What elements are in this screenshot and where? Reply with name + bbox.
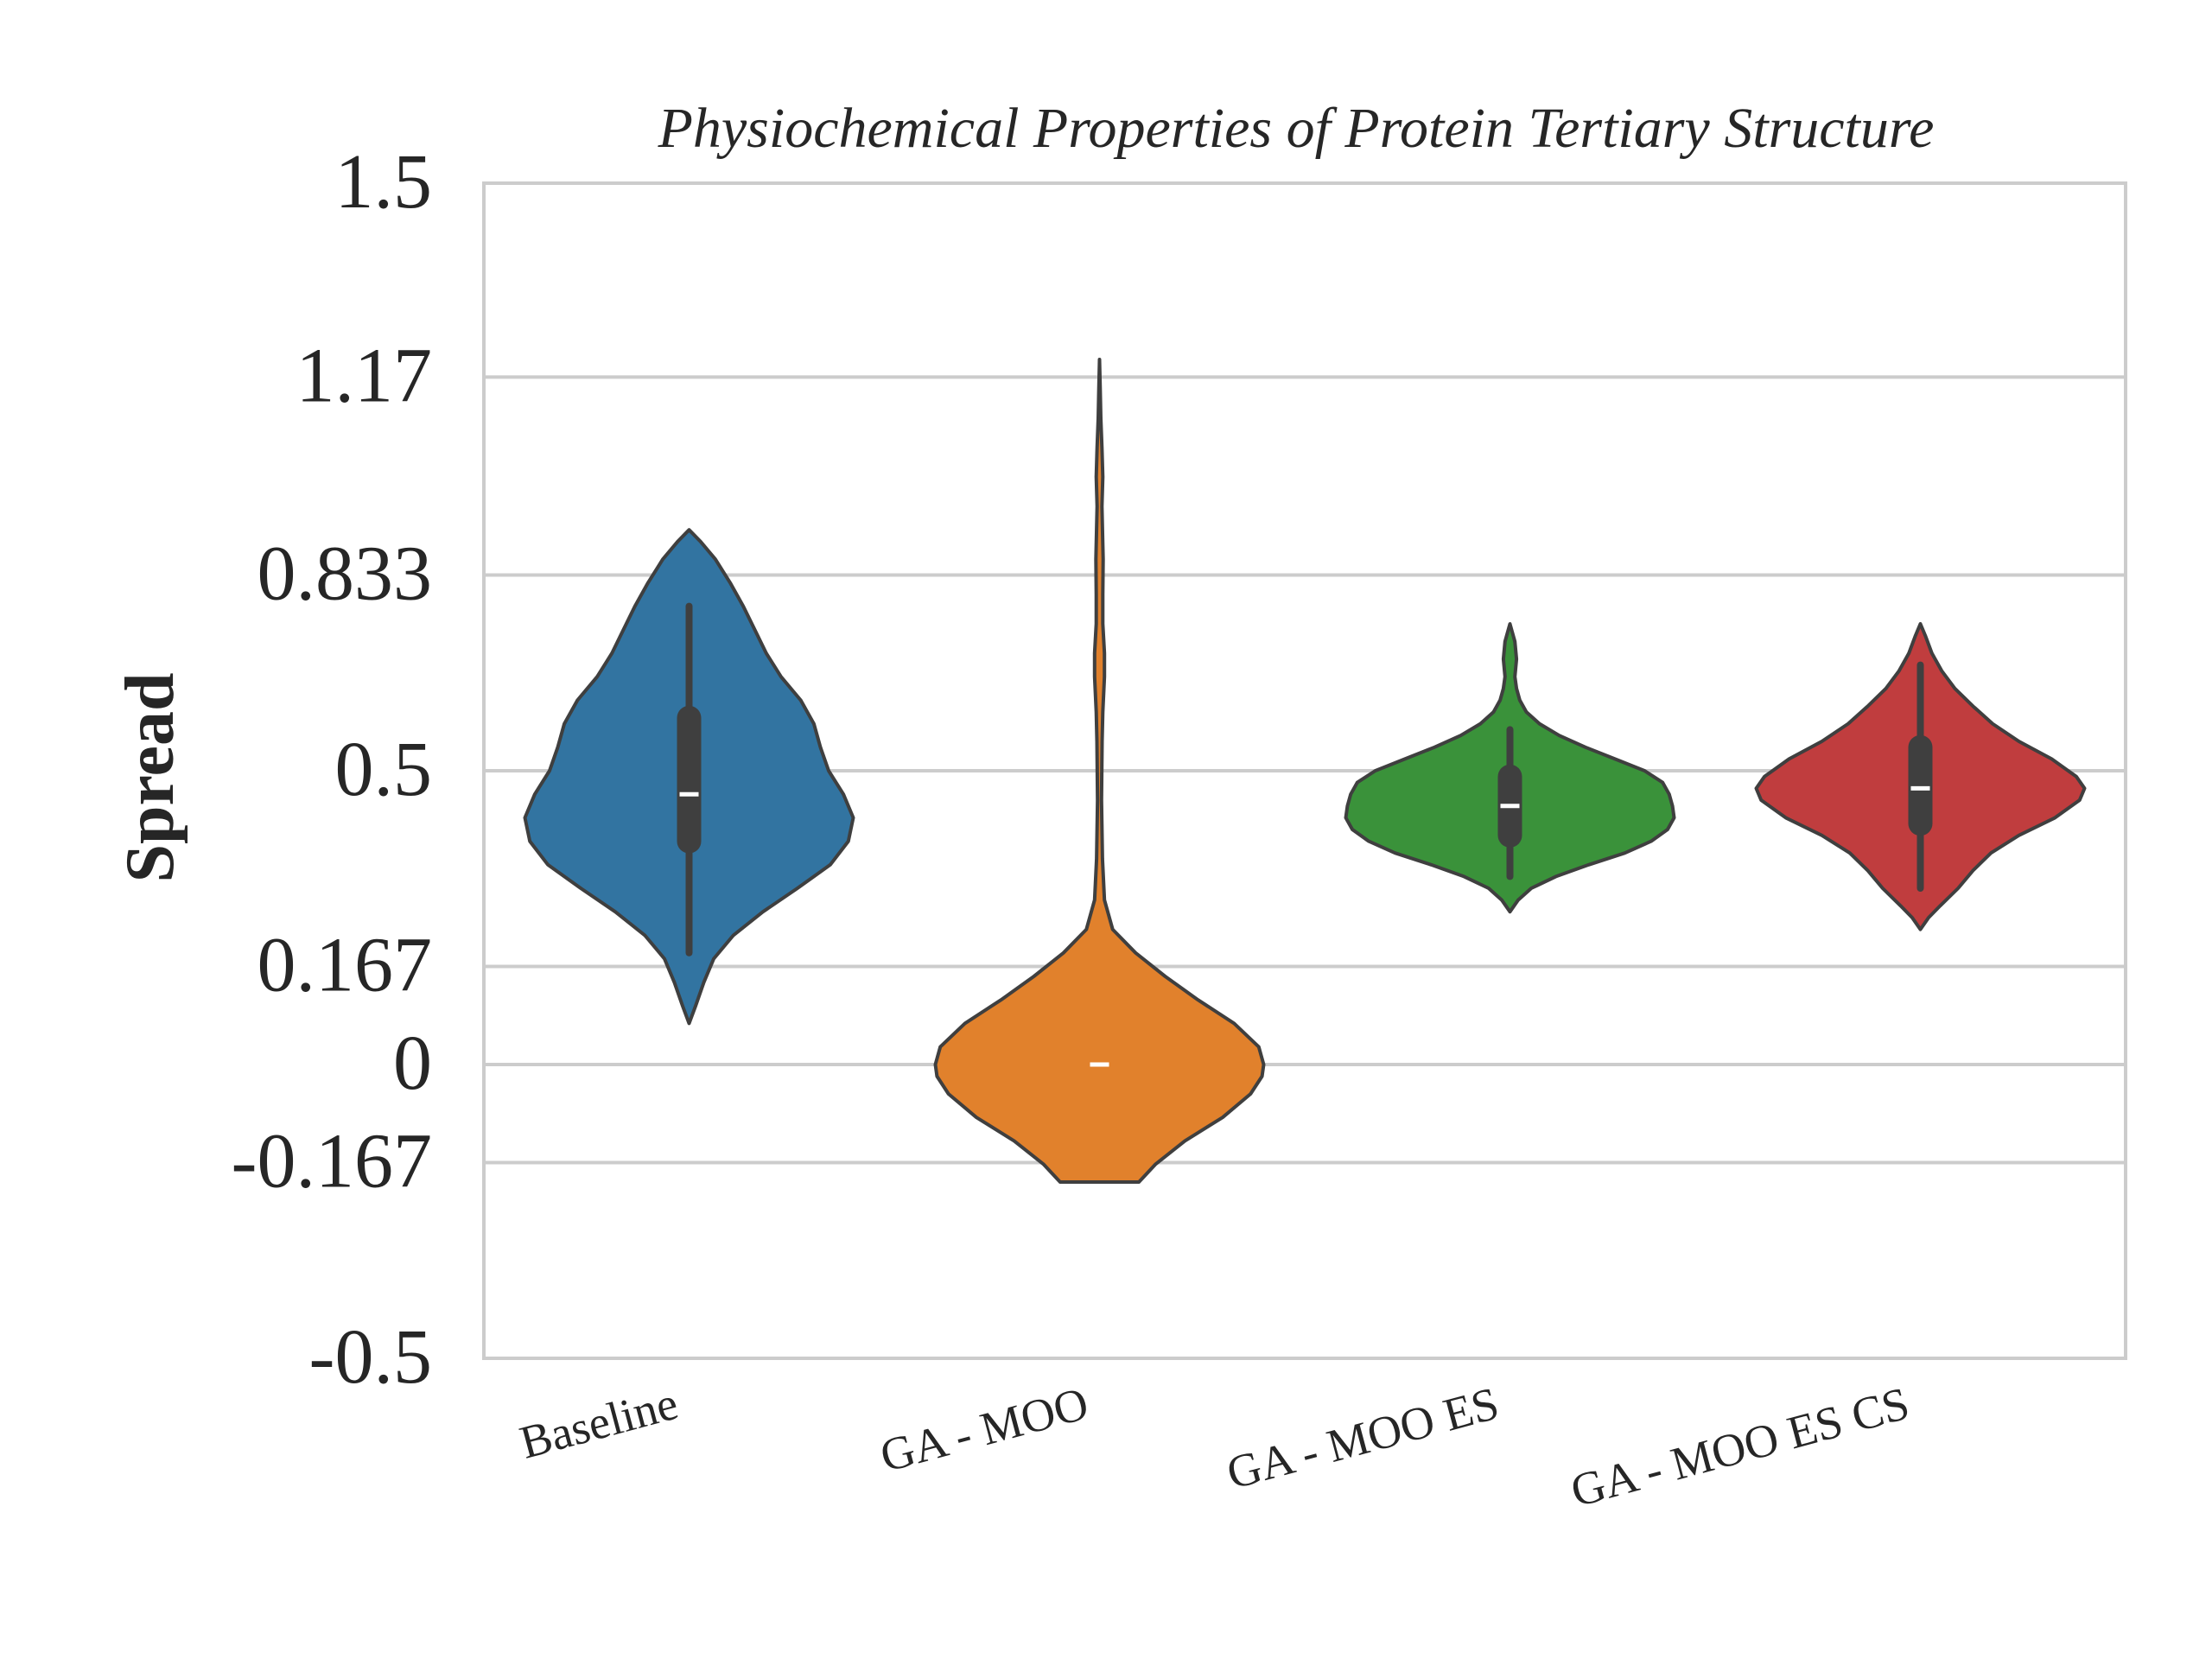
y-axis-label: Spread [112,672,188,882]
y-tick-label: 0.5 [335,727,433,812]
y-tick-label: -0.167 [232,1119,432,1205]
violin-ga-moo [933,358,1266,1184]
chart-title: Physiochemical Properties of Protein Ter… [658,97,1935,160]
x-tick-label: Baseline [514,1377,683,1469]
plot-frame [482,181,2127,1360]
x-axis-ticks: Baseline GA - MOO GA - MOO ES GA - MOO ES C… [514,1377,1914,1517]
y-tick-label: -0.5 [309,1314,432,1400]
y-axis-ticks: -0.5 -0.167 0 0.167 0.5 0.833 1.17 1.5 [232,139,432,1400]
x-tick-label: GA - MOO [874,1377,1093,1483]
y-tick-label: 0.833 [257,531,433,617]
x-tick-label: GA - MOO ES [1222,1377,1504,1499]
y-tick-label: 0.167 [257,922,433,1007]
x-tick-label: GA - MOO ES CS [1566,1377,1915,1517]
violin-baseline [523,528,855,1026]
y-tick-label: 1.17 [296,333,433,418]
violin-ga-moo-es-cs [1754,622,2087,931]
y-tick-label: 1.5 [335,139,433,225]
violin-body [933,358,1266,1184]
y-tick-label: 0 [393,1020,432,1106]
violins [523,358,2087,1184]
violin-ga-moo-es [1344,622,1676,914]
